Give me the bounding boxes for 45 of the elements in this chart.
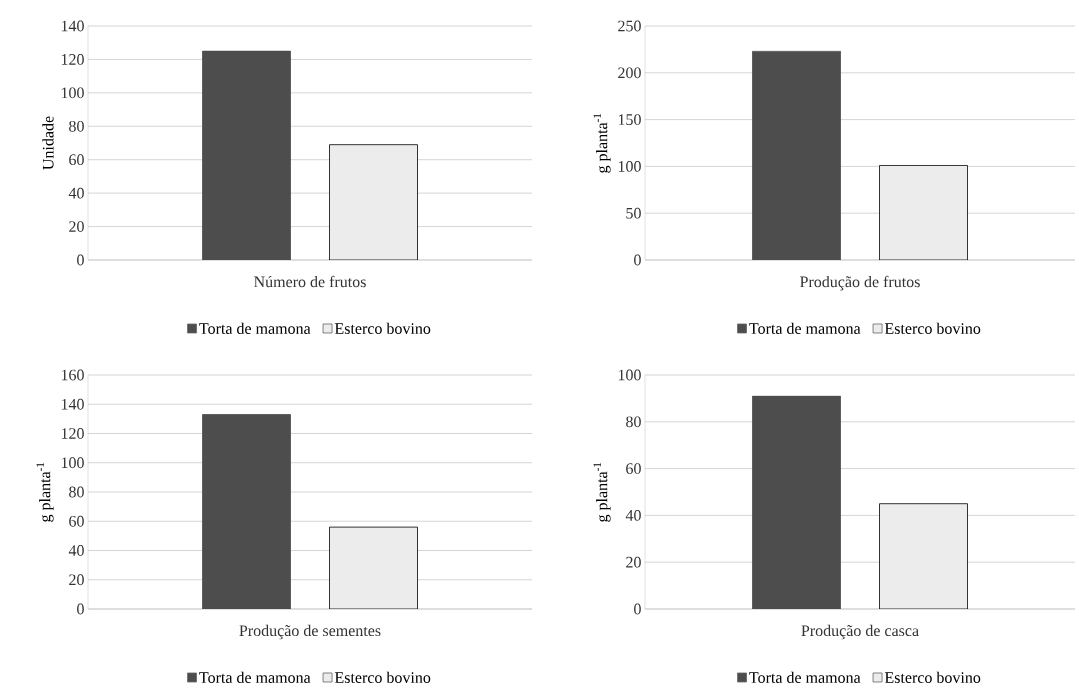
- legend-label: Esterco bovino: [884, 671, 981, 683]
- y-tick-label: 60: [69, 515, 84, 527]
- y-tick-label: 150: [618, 114, 641, 125]
- x-tick-label: Produção de sementes: [239, 624, 381, 640]
- y-tick-label: 20: [69, 574, 84, 586]
- legend-label: Torta de mamona: [199, 322, 311, 334]
- y-tick-label: 60: [69, 154, 84, 166]
- x-tick-label: Número de frutos: [254, 275, 366, 288]
- y-tick-label: 0: [77, 603, 84, 615]
- y-tick-label: 0: [634, 254, 641, 266]
- legend-label: Torta de mamona: [749, 322, 861, 334]
- y-tick-label: 100: [61, 457, 84, 469]
- y-axis-title: g planta$^{-1}$: [36, 462, 54, 522]
- y-tick-label: 40: [68, 187, 84, 199]
- y-tick-label: 40: [68, 545, 84, 556]
- legend-label: Esterco bovino: [334, 671, 431, 683]
- y-tick-label: 250: [618, 20, 641, 32]
- x-tick-label: Produção de casca: [801, 624, 919, 640]
- y-tick-label: 60: [626, 463, 641, 474]
- y-tick-label: 120: [61, 54, 84, 65]
- y-tick-label: 80: [69, 120, 84, 132]
- y-tick-label: 0: [634, 603, 641, 615]
- y-tick-label: 140: [61, 398, 84, 410]
- y-axis-title: g planta$^{-1}$: [593, 462, 611, 522]
- y-tick-label: 100: [618, 161, 641, 172]
- y-tick-label: 80: [626, 416, 641, 428]
- legend-label: Torta de mamona: [749, 671, 861, 683]
- x-tick-label: Produção de frutos: [800, 275, 920, 291]
- y-tick-label: 0: [77, 254, 84, 266]
- y-tick-label: 200: [618, 67, 641, 79]
- y-axis-title: Unidade: [42, 116, 54, 170]
- y-tick-label: 120: [61, 428, 84, 439]
- y-tick-label: 160: [61, 369, 84, 381]
- legend-label: Esterco bovino: [884, 322, 981, 334]
- legend-label: Torta de mamona: [199, 671, 311, 683]
- y-tick-label: 50: [626, 207, 641, 219]
- y-tick-label: 40: [625, 510, 641, 521]
- y-tick-label: 140: [61, 20, 84, 32]
- y-axis-title: g planta$^{-1}$: [593, 113, 611, 173]
- y-tick-label: 100: [61, 87, 84, 99]
- y-tick-label: 100: [618, 369, 641, 381]
- y-tick-label: 20: [69, 221, 84, 232]
- y-tick-label: 20: [626, 556, 641, 568]
- legend-label: Esterco bovino: [334, 322, 431, 334]
- y-tick-label: 80: [69, 486, 84, 498]
